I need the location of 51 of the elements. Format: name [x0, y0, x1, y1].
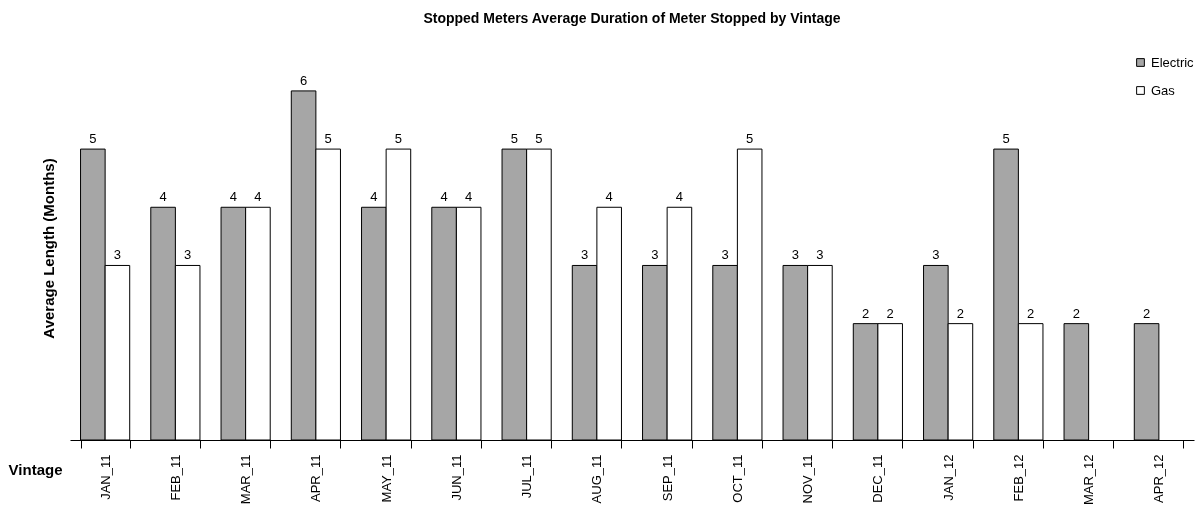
data-label: 2: [886, 305, 894, 321]
data-label: 3: [184, 247, 192, 263]
x-tick-label: MAY_11: [378, 454, 394, 503]
data-label: 4: [675, 189, 684, 205]
data-label: 5: [510, 131, 518, 147]
x-tick-label: JAN_11: [97, 454, 113, 500]
data-label: 4: [370, 189, 378, 205]
chart-title: Stopped Meters Average Duration of Meter Stopped by Vintage: [423, 10, 841, 26]
y-axis-title: Average Length (Months): [39, 158, 57, 339]
data-label: 6: [299, 72, 308, 88]
data-label: 2: [1072, 305, 1080, 321]
data-label: 3: [816, 247, 824, 263]
data-label: 3: [932, 247, 940, 263]
data-label: 3: [580, 247, 589, 263]
data-label: 3: [113, 247, 122, 263]
x-tick-label: APR_11: [308, 454, 324, 502]
data-label: 3: [721, 247, 729, 263]
data-label: 3: [791, 247, 799, 263]
legend-label: Gas: [1151, 82, 1176, 98]
data-label: 5: [324, 131, 332, 147]
data-label: 4: [229, 189, 237, 205]
x-tick-label: JUN_11: [448, 454, 464, 501]
data-label: 4: [254, 189, 262, 205]
x-tick-label: NOV_11: [800, 454, 816, 504]
data-label: 5: [394, 131, 403, 147]
x-tick-label: AUG_11: [589, 454, 605, 504]
x-tick-label: FEB_11: [167, 454, 183, 501]
x-tick-label: JUL_11: [519, 454, 535, 499]
x-tick-label: MAR_11: [238, 454, 254, 505]
data-label: 2: [956, 305, 965, 321]
data-label: 5: [746, 131, 754, 147]
legend-label: Electric: [1151, 54, 1195, 70]
data-label: 5: [1002, 131, 1010, 147]
data-label: 2: [1142, 305, 1151, 321]
data-label: 4: [465, 189, 473, 205]
data-label: 3: [651, 247, 659, 263]
data-label: 4: [159, 189, 167, 205]
x-tick-label: OCT_11: [729, 454, 745, 503]
x-tick-label: MAR_12: [1081, 454, 1097, 506]
x-tick-label: FEB_12: [1010, 454, 1026, 502]
x-tick-label: DEC_11: [870, 454, 886, 503]
data-label: 2: [1027, 305, 1035, 321]
x-tick-label: JAN_12: [940, 454, 956, 501]
data-label: 5: [535, 131, 543, 147]
data-label: 2: [861, 305, 870, 321]
data-label: 5: [89, 131, 97, 147]
data-label: 4: [605, 189, 613, 205]
x-axis-title: Vintage: [8, 460, 63, 478]
data-label: 4: [440, 189, 448, 205]
x-tick-label: SEP_11: [659, 454, 675, 502]
x-tick-label: APR_12: [1151, 454, 1167, 503]
